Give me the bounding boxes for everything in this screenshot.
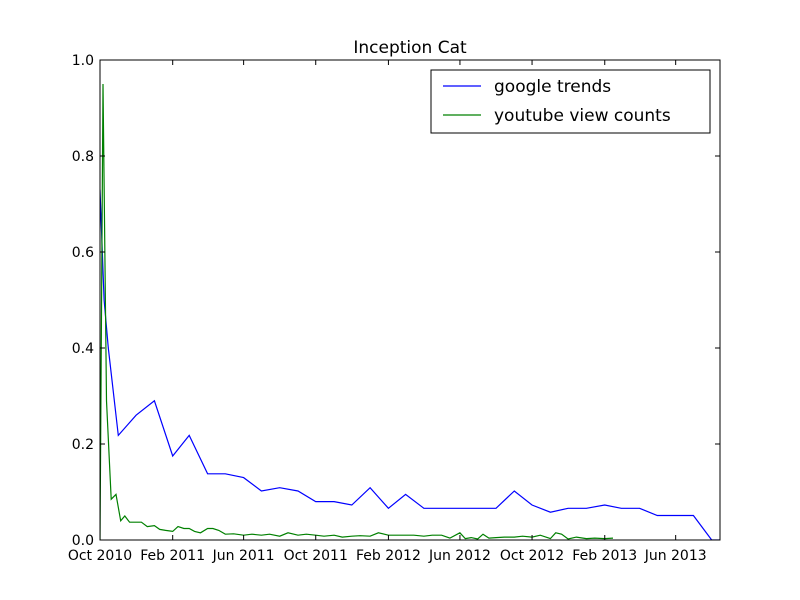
plot-frame [99, 59, 721, 541]
x-tick-label: Feb 2013 [572, 548, 637, 564]
x-tick-label: Jun 2011 [212, 548, 275, 564]
series-line-youtube-view-counts [100, 83, 614, 540]
x-tick-label: Jun 2012 [428, 548, 491, 564]
x-tick-label: Jun 2013 [644, 548, 707, 564]
legend-label-google-trends: google trends [494, 77, 611, 97]
x-tick-label: Oct 2011 [284, 548, 348, 564]
x-tick-label: Feb 2011 [140, 548, 205, 564]
ticks-layer: 0.0 0.2 0.4 0.6 0.8 1.0 Oct 2010 Feb 2011 Jun 20… [68, 53, 720, 564]
x-tick-label: Feb 2012 [356, 548, 421, 564]
x-tick-label: Oct 2010 [68, 548, 132, 564]
legend-box [430, 69, 711, 134]
y-tick-label: 0.0 [72, 533, 94, 549]
legend-label-youtube-view-counts: youtube view counts [494, 106, 671, 126]
x-tick-label: Oct 2012 [500, 548, 564, 564]
series-layer [100, 83, 720, 540]
y-tick-label: 0.2 [72, 437, 94, 453]
series-line-google-trends [100, 189, 720, 540]
y-tick-label: 0.8 [72, 149, 94, 165]
legend: google trends youtube view counts [430, 69, 711, 134]
y-tick-label: 1.0 [72, 53, 94, 69]
y-tick-label: 0.4 [72, 341, 94, 357]
chart-title: Inception Cat [353, 38, 467, 58]
y-tick-label: 0.6 [72, 245, 94, 261]
